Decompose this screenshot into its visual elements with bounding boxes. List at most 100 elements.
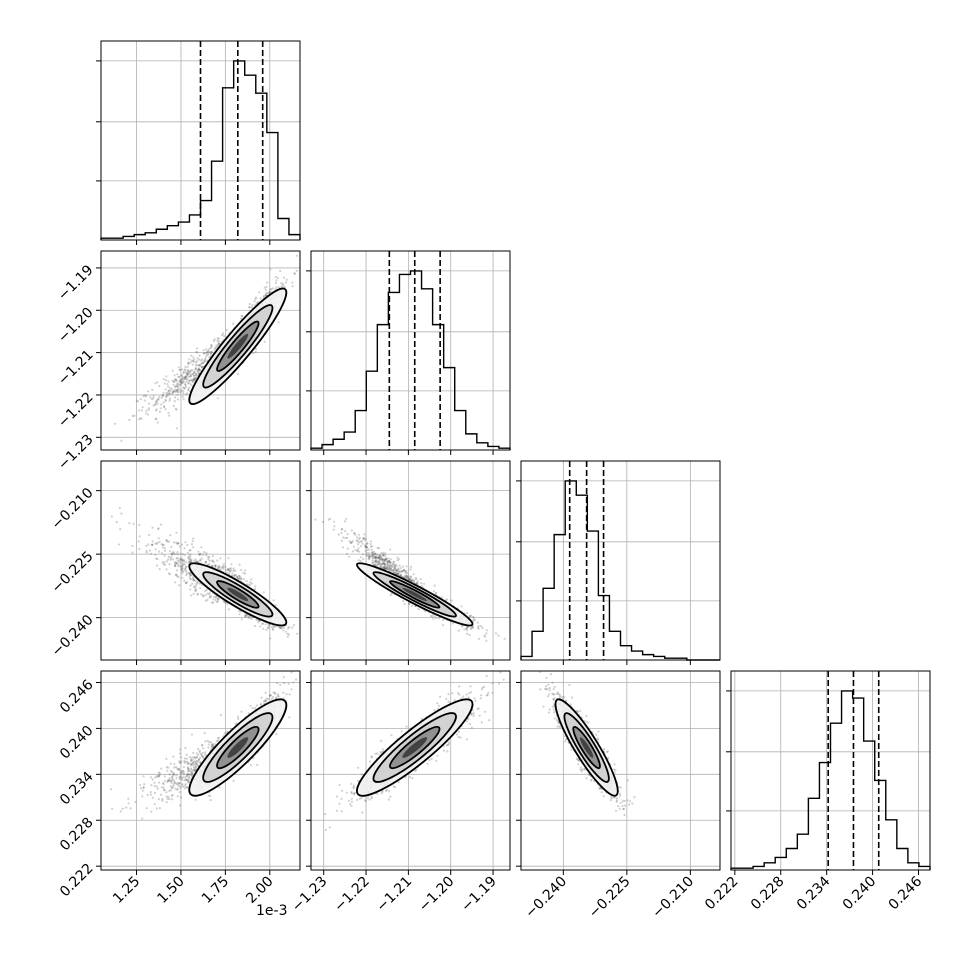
- scatter-point: [195, 366, 198, 369]
- scatter-point: [378, 554, 381, 557]
- scatter-point: [161, 394, 165, 397]
- scatter-point: [151, 388, 154, 391]
- scatter-point: [217, 342, 221, 345]
- scatter-point: [376, 556, 379, 559]
- scatter-point: [367, 552, 370, 555]
- scatter-point: [207, 350, 210, 354]
- scatter-point: [264, 288, 267, 291]
- scatter-point: [187, 556, 190, 559]
- scatter-point: [242, 578, 245, 581]
- scatter-point: [174, 385, 177, 388]
- scatter-point: [442, 618, 445, 622]
- scatter-point: [165, 375, 168, 378]
- scatter-point: [187, 372, 190, 375]
- scatter-point: [195, 360, 199, 363]
- scatter-point: [197, 364, 200, 367]
- scatter-point: [142, 395, 145, 398]
- scatter-point: [187, 372, 190, 375]
- scatter-point: [176, 569, 179, 572]
- scatter-point: [176, 388, 179, 392]
- scatter-point: [154, 542, 157, 545]
- scatter-point: [201, 361, 204, 364]
- scatter-point: [161, 394, 164, 397]
- scatter-point: [149, 396, 152, 399]
- scatter-point: [117, 543, 120, 546]
- scatter-point: [346, 547, 349, 550]
- scatter-point: [198, 358, 201, 361]
- scatter-point: [173, 400, 176, 403]
- scatter-point: [119, 528, 122, 531]
- scatter-point: [207, 350, 210, 353]
- panel-2-1: [306, 460, 511, 665]
- scatter-point: [188, 386, 191, 389]
- scatter-point: [259, 625, 262, 628]
- scatter-point: [295, 269, 298, 272]
- scatter-point: [155, 408, 158, 411]
- scatter-point: [296, 632, 299, 635]
- scatter-point: [217, 340, 220, 343]
- scatter-point: [156, 541, 159, 544]
- scatter-point: [200, 362, 203, 365]
- scatter-point: [383, 565, 386, 568]
- scatter-point: [182, 392, 185, 395]
- scatter-point: [156, 557, 159, 561]
- scatter-point: [168, 392, 171, 395]
- scatter-point: [187, 389, 190, 392]
- scatter-point: [477, 637, 481, 640]
- scatter-point: [137, 540, 140, 543]
- scatter-point: [156, 564, 159, 567]
- scatter-point: [278, 626, 281, 629]
- scatter-point: [253, 625, 257, 628]
- scatter-point: [158, 384, 161, 388]
- scatter-point: [402, 568, 405, 572]
- scatter-point: [355, 539, 358, 542]
- scatter-point: [160, 403, 163, 406]
- scatter-point: [189, 369, 192, 372]
- scatter-point: [167, 385, 170, 388]
- scatter-point: [181, 563, 184, 566]
- scatter-point: [209, 352, 212, 355]
- scatter-point: [434, 592, 437, 595]
- scatter-point: [193, 374, 196, 377]
- scatter-point: [189, 373, 192, 376]
- scatter-point: [154, 402, 157, 406]
- scatter-point: [206, 592, 209, 595]
- scatter-point: [274, 281, 277, 285]
- scatter-point: [183, 547, 186, 550]
- scatter-point: [145, 807, 148, 810]
- scatter-point: [230, 569, 233, 572]
- scatter-point: [147, 407, 150, 410]
- scatter-point: [158, 396, 161, 399]
- scatter-point: [165, 394, 168, 398]
- panel-2-2: [516, 460, 721, 665]
- scatter-point: [177, 553, 180, 556]
- scatter-point: [422, 582, 426, 585]
- scatter-point: [435, 617, 438, 620]
- scatter-point: [180, 567, 183, 571]
- scatter-point: [293, 272, 296, 275]
- scatter-point: [155, 400, 158, 403]
- scatter-point: [200, 365, 203, 368]
- scatter-point: [183, 387, 186, 390]
- scatter-point: [185, 582, 188, 585]
- scatter-point: [390, 569, 393, 572]
- scatter-point: [164, 399, 167, 403]
- scatter-point: [244, 572, 247, 575]
- scatter-point: [389, 565, 392, 568]
- scatter-point: [345, 517, 348, 520]
- scatter-point: [377, 560, 380, 563]
- scatter-point: [208, 556, 211, 559]
- scatter-point: [168, 399, 171, 402]
- scatter-point: [138, 418, 141, 421]
- scatter-point: [198, 367, 201, 370]
- scatter-point: [414, 577, 417, 580]
- scatter-point: [192, 546, 195, 549]
- scatter-point: [216, 397, 219, 400]
- scatter-point: [265, 294, 268, 297]
- scatter-point: [179, 379, 182, 382]
- scatter-point: [225, 569, 228, 572]
- scatter-point: [205, 552, 208, 555]
- scatter-point: [190, 543, 194, 546]
- scatter-point: [285, 278, 288, 281]
- scatter-point: [171, 379, 174, 382]
